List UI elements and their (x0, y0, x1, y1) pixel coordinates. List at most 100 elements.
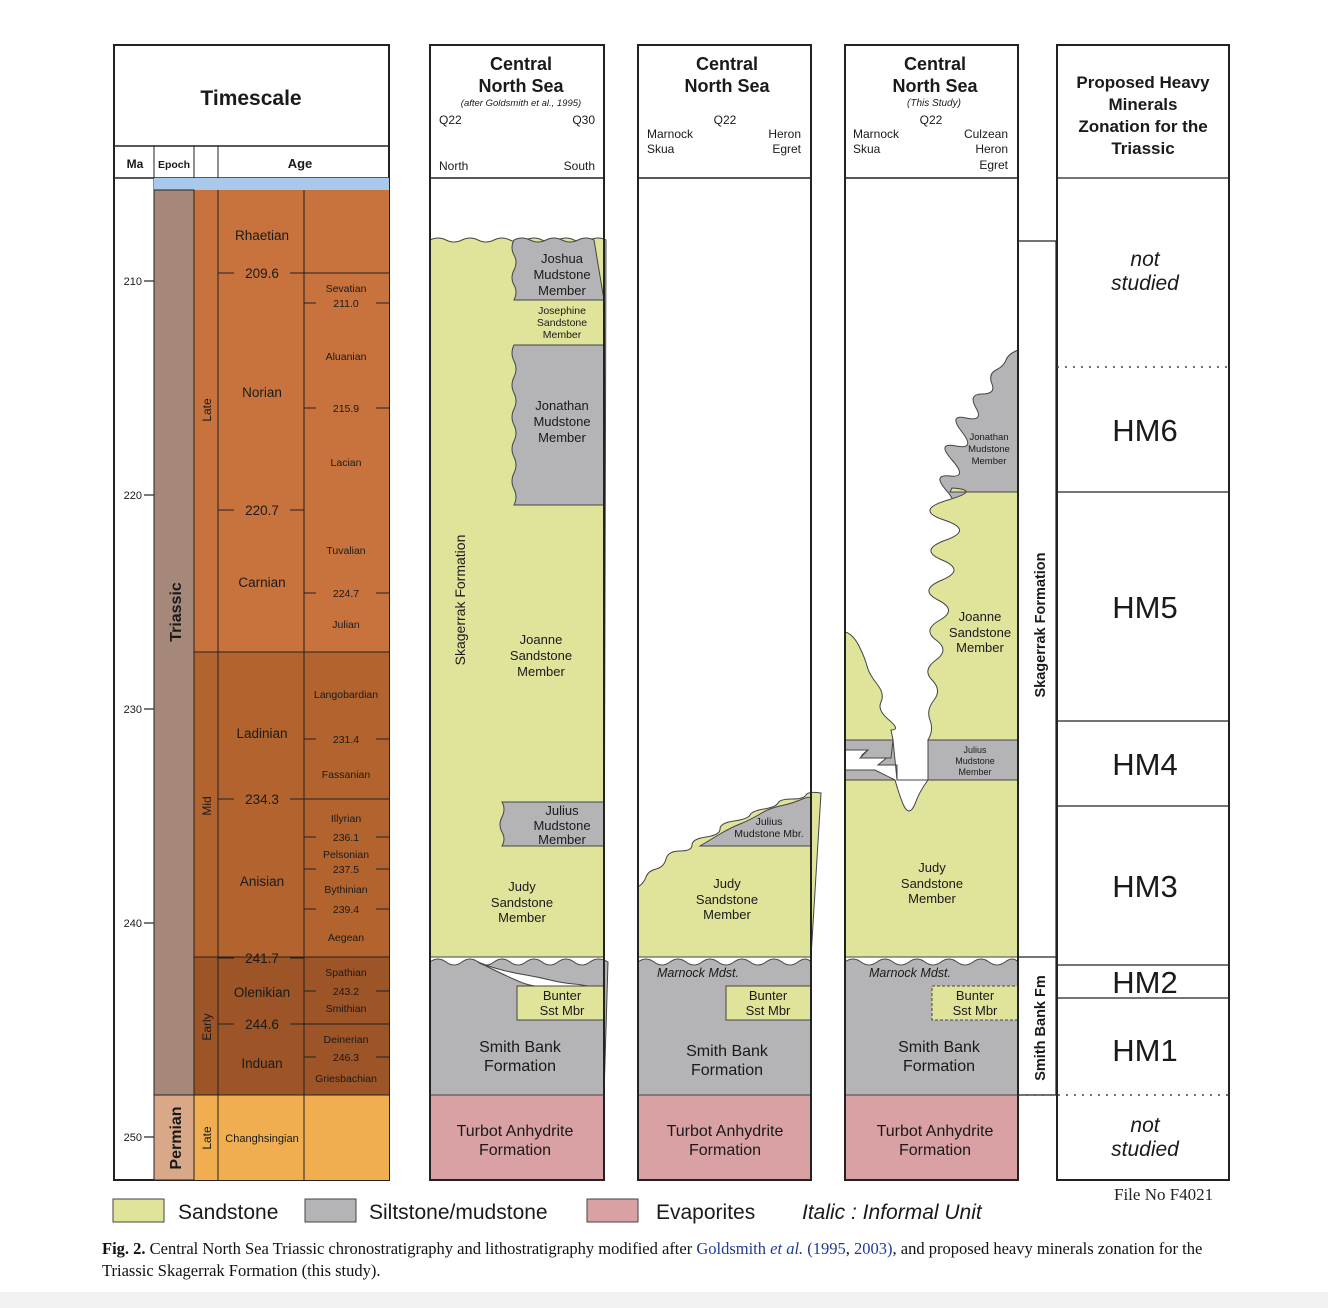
col2-turbot-2: Formation (689, 1142, 761, 1159)
col1-josephine-3: Member (543, 329, 582, 341)
caption-ref-2003[interactable]: 2003 (854, 1239, 888, 1258)
stage-rhaetian: Rhaetian (235, 228, 289, 243)
col3-turbot-1: Turbot Anhydrite (877, 1123, 994, 1140)
caption-ref-etal[interactable]: et al. (770, 1239, 804, 1258)
ma-tick-240: 240 (124, 918, 142, 930)
smith-bank-label: Smith Bank Fm (1033, 975, 1049, 1081)
col1-turbot-1: Turbot Anhydrite (457, 1123, 574, 1140)
col2-turbot-evaporite (637, 1094, 812, 1181)
zonation-title-4: Triassic (1111, 139, 1174, 158)
col2-q: Q22 (714, 113, 737, 127)
ma-tick-230: 230 (124, 704, 142, 716)
col3-judy-3: Member (908, 891, 956, 906)
col3-marnock: Marnock Mdst. (869, 966, 951, 980)
legend: Sandstone Siltstone/mudstone Evaporites … (112, 1198, 983, 1224)
caption-ref-1995[interactable]: 1995 (812, 1239, 846, 1258)
col1-jonathan-mudstone (511, 344, 605, 506)
col2-bunter-2: Sst Mbr (746, 1003, 791, 1018)
col3-judy-sandstone (844, 779, 1019, 958)
zonation-title-2: Minerals (1109, 95, 1178, 114)
col3-judy-1: Judy (918, 860, 946, 875)
col1-joanne-2: Sandstone (510, 648, 572, 663)
skagerrak-formation-label: Skagerrak Formation (1033, 552, 1049, 697)
figure-caption: Fig. 2. Central North Sea Triassic chron… (102, 1238, 1222, 1282)
col3-joanne-1: Joanne (959, 609, 1002, 624)
not-studied-top-1: not (1130, 248, 1160, 271)
col1-turbot-2: Formation (479, 1142, 551, 1159)
zone-hm6: HM6 (1112, 413, 1177, 448)
col2-left-2: Skua (647, 142, 675, 156)
caption-ref-close: ) (887, 1239, 893, 1258)
col1-julius-3: Member (538, 832, 586, 847)
permian-label: Permian (168, 1106, 185, 1169)
legend-sandstone-swatch (112, 1198, 165, 1223)
triassic-label: Triassic (168, 582, 185, 642)
modern-strip (154, 178, 389, 190)
late-permian-block (194, 1095, 389, 1180)
caption-ref-sep: , (845, 1239, 855, 1258)
col3-joanne-2: Sandstone (949, 625, 1011, 640)
subage-236-1: 236.1 (333, 832, 359, 844)
col1-julius-1: Julius (545, 803, 579, 818)
legend-evaporites-label: Evaporites (656, 1201, 755, 1224)
legend-sandstone-label: Sandstone (178, 1201, 278, 1224)
substage-lacian: Lacian (331, 457, 362, 469)
caption-ref-author[interactable]: Goldsmith (696, 1239, 771, 1258)
col2-right-2: Egret (772, 142, 801, 156)
col1-turbot-evaporite (429, 1094, 605, 1181)
zone-hm3: HM3 (1112, 869, 1177, 904)
substage-langobardian: Langobardian (314, 689, 378, 701)
col3-joanne-sandstone (927, 487, 1019, 741)
col3-right-1: Culzean (964, 127, 1008, 141)
age-241-7: 241.7 (245, 951, 279, 966)
col2-julius-2: Mudstone Mbr. (734, 828, 803, 840)
col1-joanne-3: Member (517, 664, 565, 679)
col3-subtitle: (This Study) (907, 98, 961, 109)
substage-griesbachian: Griesbachian (315, 1073, 377, 1085)
col3-julius-1: Julius (963, 745, 987, 755)
col3-turbot-2: Formation (899, 1142, 971, 1159)
substage-sevatian: Sevatian (326, 283, 367, 295)
substage-illyrian: Illyrian (331, 813, 362, 825)
stage-carnian: Carnian (238, 575, 285, 590)
file-number: File No F4021 (1114, 1185, 1214, 1204)
not-studied-bottom-1: not (1130, 1114, 1160, 1137)
col2-judy-1: Judy (713, 876, 741, 891)
timescale-panel: Timescale Ma Epoch Age Triassic Permian … (113, 44, 390, 1181)
col3-right-3: Egret (979, 158, 1008, 172)
subage-237-5: 237.5 (333, 864, 359, 876)
stage-ladinian: Ladinian (236, 726, 287, 741)
column-goldsmith: Central North Sea (after Goldsmith et al… (429, 44, 609, 1181)
subage-215-9: 215.9 (333, 403, 359, 415)
stage-induan: Induan (241, 1056, 282, 1071)
col3-right-2: Heron (975, 142, 1008, 156)
early-triassic-block (194, 957, 389, 1095)
col1-title-2: North Sea (478, 76, 564, 96)
caption-text-2: , and proposed heavy minerals zonation f… (102, 1239, 1203, 1280)
substage-fassanian: Fassanian (322, 769, 371, 781)
col2-marnock: Marnock Mdst. (657, 966, 739, 980)
col1-joanne-1: Joanne (520, 632, 563, 647)
col1-joshua-2: Mudstone (533, 267, 590, 282)
col2-right-1: Heron (768, 127, 801, 141)
col3-judy-2: Sandstone (901, 876, 963, 891)
subage-211-0: 211.0 (333, 298, 359, 310)
col2-bunter-1: Bunter (749, 988, 788, 1003)
col1-judy-3: Member (498, 910, 546, 925)
substage-smithian: Smithian (326, 1003, 367, 1015)
not-studied-top-2: studied (1111, 272, 1180, 295)
col3-jonathan-3: Member (972, 456, 1007, 467)
col1-joshua-3: Member (538, 283, 586, 298)
col3-q: Q22 (920, 113, 943, 127)
zone-hm4: HM4 (1112, 747, 1177, 782)
substage-bythinian: Bythinian (324, 884, 367, 896)
caption-ref-open: ( (803, 1239, 813, 1258)
col1-josephine-2: Sandstone (537, 317, 587, 329)
col1-joshua-mudstone (511, 237, 605, 301)
ma-tick-210: 210 (124, 276, 142, 288)
stage-changhsingian: Changhsingian (225, 1133, 298, 1145)
col1-bunter-1: Bunter (543, 988, 582, 1003)
subage-246-3: 246.3 (333, 1052, 359, 1064)
subage-231-4: 231.4 (333, 734, 359, 746)
age-209-6: 209.6 (245, 266, 279, 281)
